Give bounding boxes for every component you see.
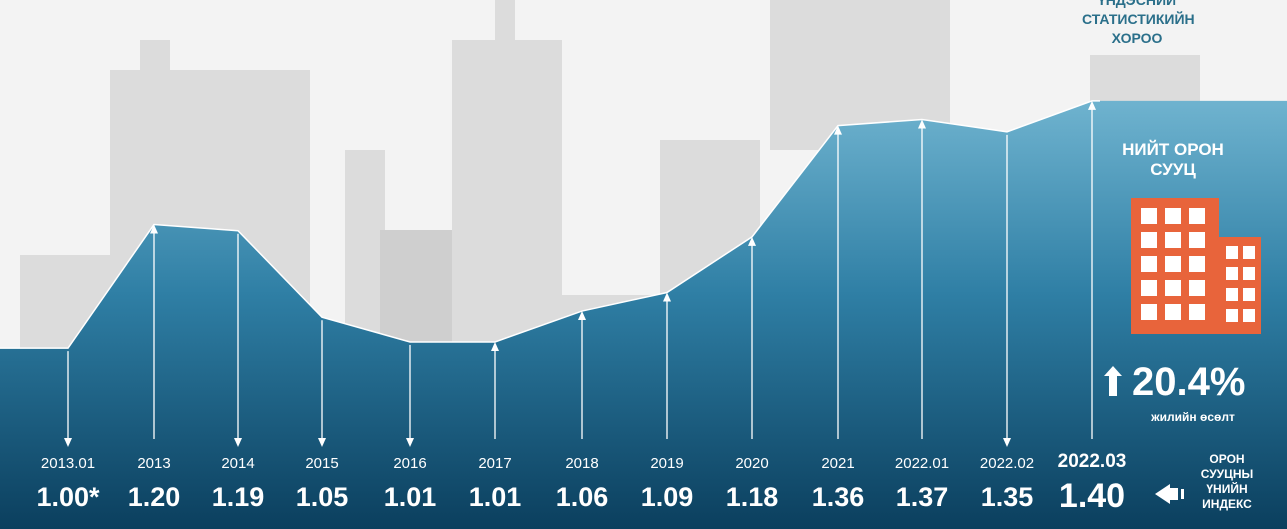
total-housing-title: НИЙТ ОРОН СУУЦ — [1122, 140, 1224, 179]
data-label: 1.36 — [811, 482, 865, 512]
data-label: 1.18 — [725, 482, 779, 512]
x-tick-label: 2017 — [478, 455, 512, 472]
value-arrow-2016 — [406, 344, 414, 447]
value-arrow-2022.01 — [918, 119, 926, 439]
data-label: 1.40 — [1058, 477, 1126, 515]
pointer-left-arrow-icon — [1155, 484, 1184, 504]
x-tick-label: 2019 — [650, 455, 684, 472]
growth-caption: жилийн өсөлт — [1151, 410, 1235, 424]
value-arrow-2018 — [578, 311, 586, 439]
growth-up-arrow-icon — [1104, 366, 1122, 396]
data-label: 1.09 — [640, 482, 694, 512]
x-tick-label: 2014 — [221, 455, 255, 472]
growth-value: 20.4% — [1132, 360, 1246, 404]
data-label: 1.20 — [127, 482, 181, 512]
value-arrow-2015 — [318, 320, 326, 447]
x-tick-label: 2020 — [735, 455, 769, 472]
value-arrow-2014 — [234, 233, 242, 447]
price-index-label: ОРОН СУУЦНЫ ҮНИЙН ИНДЕКС — [1200, 452, 1254, 511]
residential-building-icon — [1131, 198, 1261, 334]
value-arrow-2021 — [834, 125, 842, 439]
data-label: 1.06 — [555, 482, 609, 512]
x-tick-label: 2015 — [305, 455, 339, 472]
value-arrow-2022.02 — [1003, 134, 1011, 447]
data-label: 1.35 — [980, 482, 1034, 512]
value-arrow-2022.03 — [1088, 100, 1096, 439]
value-arrow-2017 — [491, 341, 499, 439]
data-label: 1.01 — [383, 482, 437, 512]
value-arrow-2019 — [663, 292, 671, 439]
data-label: 1.05 — [295, 482, 349, 512]
data-label: 1.37 — [895, 482, 949, 512]
x-tick-label: 2021 — [821, 455, 855, 472]
x-tick-label: 2013 — [137, 455, 171, 472]
data-label: 1.00* — [36, 482, 100, 512]
agency-title: ҮНДЭСНИЙ СТАТИСТИКИЙН ХОРОО — [1082, 0, 1195, 46]
data-label: 1.19 — [211, 482, 265, 512]
x-tick-label: 2013.01 — [40, 455, 96, 472]
value-arrow-2020 — [748, 236, 756, 439]
x-tick-label: 2022.01 — [894, 455, 950, 472]
value-arrow-2013.01 — [64, 351, 72, 447]
x-tick-label: 2022.03 — [1057, 451, 1127, 472]
value-arrow-2013 — [150, 224, 158, 439]
x-tick-label: 2022.02 — [979, 455, 1035, 472]
x-tick-label: 2018 — [565, 455, 599, 472]
x-tick-label: 2016 — [393, 455, 427, 472]
data-label: 1.01 — [468, 482, 522, 512]
